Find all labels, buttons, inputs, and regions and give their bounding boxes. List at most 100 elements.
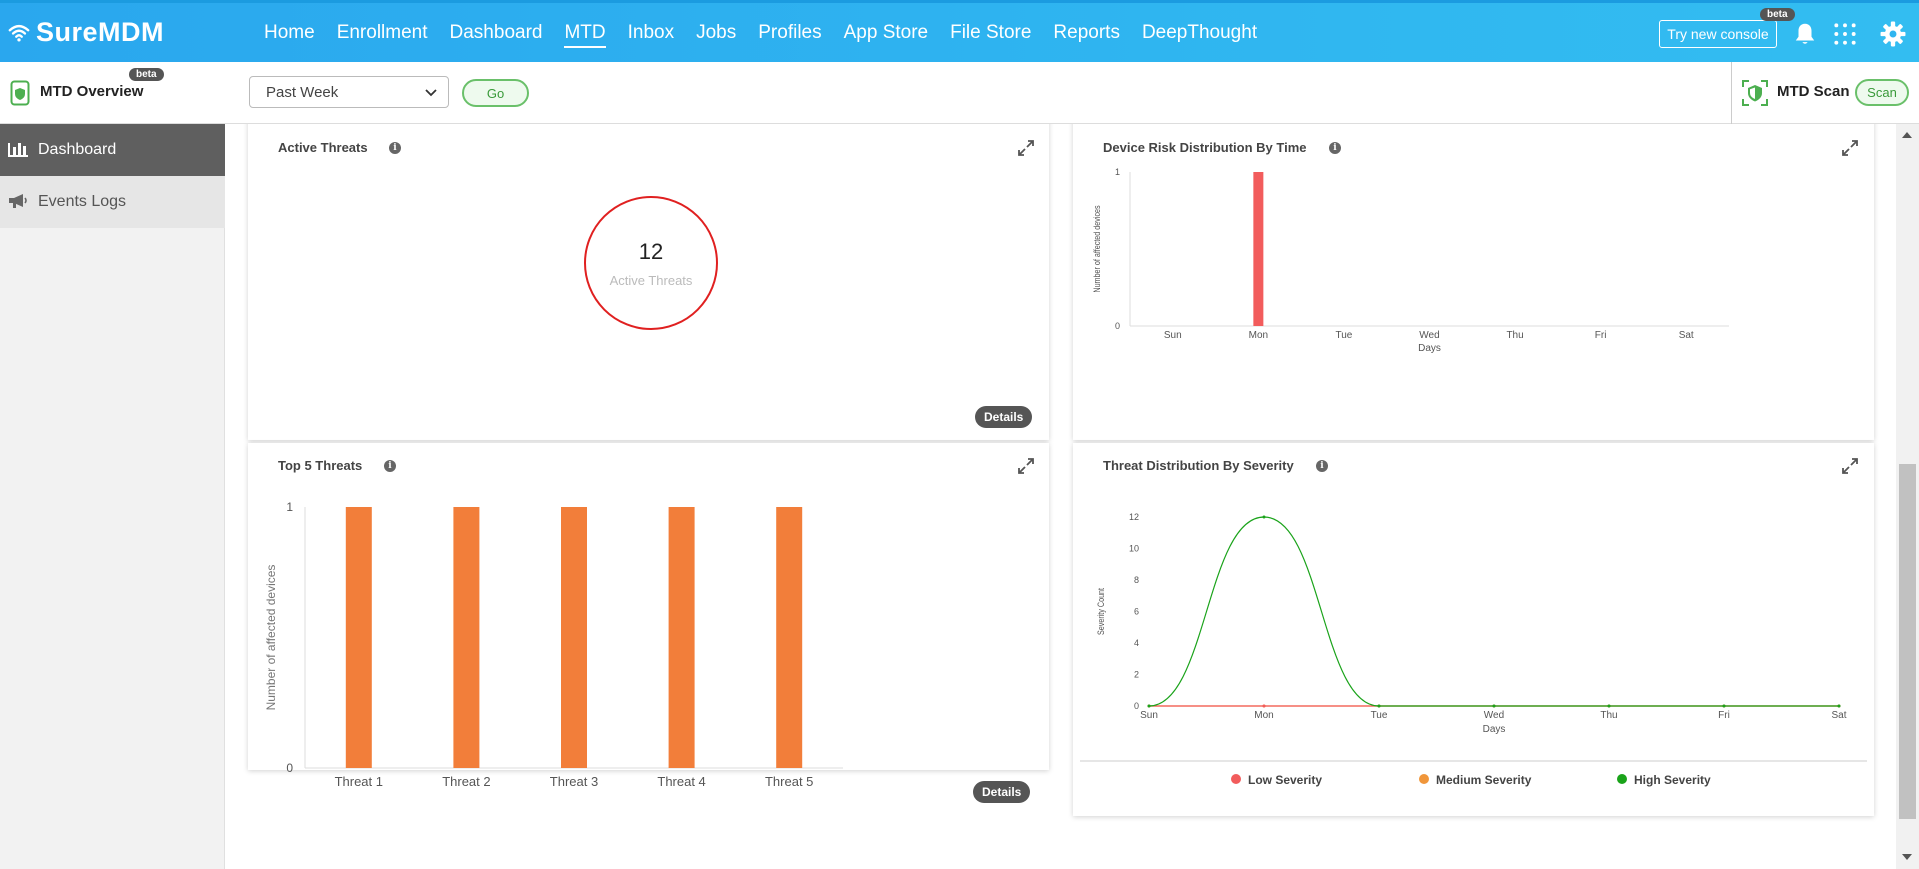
x-tick-label: Sun [1164, 330, 1182, 341]
x-tick-label: Threat 4 [657, 774, 705, 789]
nav-file-store[interactable]: File Store [950, 22, 1032, 43]
x-tick-label: Thu [1600, 710, 1617, 721]
y-tick-label: 4 [1134, 638, 1139, 648]
x-tick-label: Threat 5 [765, 774, 813, 789]
mtd-scan-panel: MTD Scan Scan [1731, 62, 1919, 124]
active-threats-card: Active Threats i 12 Active Threats Detai… [248, 124, 1049, 440]
top-5-threats-chart: 0 1 Threat 1 Threat 2 Threat 3 Threat 4 Threat… [264, 500, 843, 789]
info-icon[interactable]: i [1316, 460, 1328, 472]
info-icon[interactable]: i [1329, 142, 1341, 154]
nav-enrollment[interactable]: Enrollment [336, 22, 428, 43]
severity-point [1607, 704, 1611, 708]
beta-badge: beta [1760, 8, 1795, 21]
severity-point [1837, 704, 1841, 708]
expand-icon[interactable] [1842, 458, 1858, 474]
severity-card: Threat Distribution By Severity i 0 2 4 6 8 1… [1073, 443, 1874, 816]
nav-mtd[interactable]: MTD [564, 22, 606, 48]
brand-name: SureMDM [36, 17, 165, 47]
y-tick-label: 8 [1134, 575, 1139, 585]
info-icon[interactable]: i [384, 460, 396, 472]
y-axis-title: Number of affected devices [264, 565, 278, 711]
severity-chart: 0 2 4 6 8 10 12 Sun Mon Tue Wed Thu Fri Sat Days Severi… [1080, 512, 1867, 787]
x-tick-label: Wed [1419, 330, 1439, 341]
sidebar-item-dashboard[interactable]: Dashboard [0, 124, 233, 176]
scroll-down-arrow-icon[interactable] [1902, 854, 1912, 860]
x-axis-title: Days [1483, 724, 1506, 735]
y-tick-label: 10 [1129, 544, 1139, 554]
top-navigation-bar: SureMDM Home Enrollment Dashboard MTD In… [0, 0, 1919, 62]
vertical-scrollbar[interactable] [1896, 124, 1919, 869]
y-axis-title: Severity Count [1096, 587, 1106, 635]
nav-home[interactable]: Home [264, 22, 315, 43]
active-threats-count: 12 [639, 239, 663, 264]
nav-profiles[interactable]: Profiles [758, 22, 822, 43]
bell-icon[interactable] [1792, 21, 1818, 47]
nav-dashboard[interactable]: Dashboard [449, 22, 543, 43]
y-tick-label: 0 [1115, 321, 1120, 331]
mtd-scan-title: MTD Scan [1777, 83, 1850, 100]
scroll-up-arrow-icon[interactable] [1902, 132, 1912, 138]
expand-icon[interactable] [1018, 458, 1034, 474]
mtd-overview-title: MTD Overview [40, 83, 144, 100]
nav-jobs[interactable]: Jobs [696, 22, 737, 43]
x-tick-label: Threat 2 [442, 774, 490, 789]
device-risk-chart: 0 1 Sun Mon Tue Wed Thu Fri Sat Days Number of aff… [1092, 167, 1729, 354]
y-tick-label: 2 [1134, 670, 1139, 680]
mtd-subheader: MTD Overview beta Past Week Go MTD Scan … [0, 62, 1919, 124]
x-tick-label: Threat 3 [550, 774, 598, 789]
threat-bar [561, 507, 587, 768]
main-nav-links: Home Enrollment Dashboard MTD Inbox Jobs… [264, 22, 1279, 48]
active-threats-circle: 12 Active Threats [584, 196, 718, 330]
x-tick-label: Tue [1335, 330, 1352, 341]
active-threats-caption: Active Threats [610, 273, 693, 288]
nav-reports[interactable]: Reports [1053, 22, 1120, 43]
info-icon[interactable]: i [389, 142, 401, 154]
x-tick-label: Sun [1140, 710, 1158, 721]
y-tick-label: 1 [1115, 167, 1120, 177]
y-tick-label: 0 [1134, 701, 1139, 711]
scrollbar-thumb[interactable] [1899, 464, 1916, 819]
details-button[interactable]: Details [975, 406, 1033, 428]
severity-point [1262, 704, 1266, 708]
details-button[interactable]: Details [973, 781, 1031, 803]
severity-line [1148, 516, 1839, 707]
card-title: Active Threats [278, 140, 368, 155]
sidebar-item-label: Dashboard [38, 141, 117, 158]
card-title: Top 5 Threats [278, 458, 363, 473]
legend-label: Low Severity [1248, 773, 1322, 787]
x-tick-label: Wed [1484, 710, 1504, 721]
go-button[interactable]: Go [462, 79, 529, 107]
legend-marker [1617, 774, 1627, 784]
expand-icon[interactable] [1018, 140, 1034, 156]
nav-app-store[interactable]: App Store [843, 22, 929, 43]
scan-button[interactable]: Scan [1855, 79, 1909, 106]
risk-bar [1253, 172, 1264, 326]
apps-grid-icon[interactable] [1832, 21, 1858, 47]
nav-deepthought[interactable]: DeepThought [1141, 22, 1258, 43]
x-axis-title: Days [1418, 343, 1441, 354]
severity-point [1492, 704, 1496, 708]
sidebar: Dashboard Events Logs [0, 124, 233, 869]
x-tick-label: Fri [1595, 330, 1607, 341]
brand-logo[interactable]: SureMDM [8, 17, 164, 48]
megaphone-icon [9, 194, 27, 208]
card-title: Device Risk Distribution By Time [1103, 140, 1307, 155]
x-tick-label: Tue [1371, 710, 1388, 721]
x-tick-label: Mon [1254, 710, 1273, 721]
gear-icon[interactable] [1880, 21, 1906, 47]
sidebar-item-events-logs[interactable]: Events Logs [0, 176, 225, 228]
period-select-value: Past Week [266, 84, 339, 101]
wifi-icon [8, 24, 30, 42]
severity-point [1262, 515, 1266, 519]
dashboard-main: Active Threats i 12 Active Threats Detai… [225, 124, 1896, 869]
x-tick-label: Sat [1679, 330, 1694, 341]
x-tick-label: Threat 1 [335, 774, 383, 789]
period-select[interactable]: Past Week [249, 76, 449, 108]
severity-point [1377, 704, 1381, 708]
expand-icon[interactable] [1842, 140, 1858, 156]
try-new-console-button[interactable]: Try new console [1659, 20, 1777, 48]
nav-inbox[interactable]: Inbox [627, 22, 675, 43]
sidebar-item-label: Events Logs [38, 193, 127, 210]
chevron-down-icon [425, 89, 437, 97]
beta-badge: beta [129, 68, 164, 81]
